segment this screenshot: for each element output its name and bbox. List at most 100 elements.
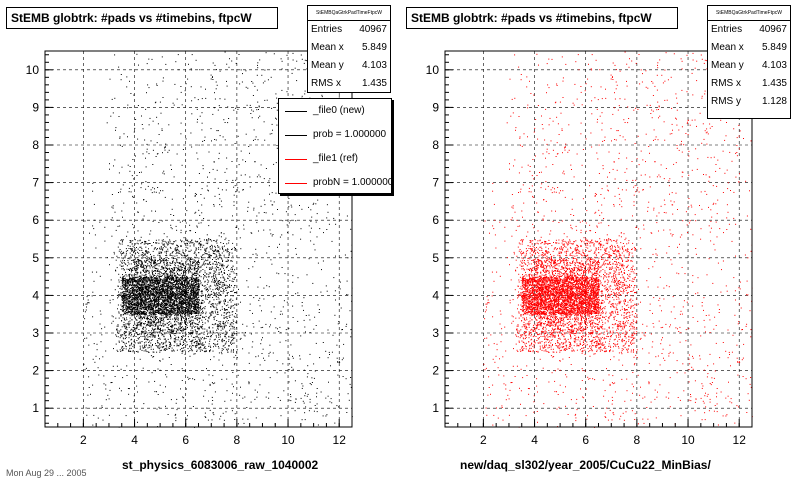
left-point: [139, 341, 141, 343]
left-point: [125, 286, 127, 287]
left-point: [219, 302, 221, 304]
left-point: [135, 336, 137, 337]
left-point: [168, 315, 170, 317]
left-point: [148, 291, 150, 292]
left-point: [134, 306, 136, 308]
left-point: [144, 276, 146, 278]
left-point: [189, 298, 191, 300]
left-point: [203, 301, 205, 303]
left-point: [168, 308, 170, 310]
left-point: [133, 341, 135, 343]
left-point: [186, 294, 188, 296]
left-point: [180, 266, 182, 268]
left-point: [137, 251, 138, 253]
left-point: [144, 345, 145, 347]
left-point: [130, 284, 132, 286]
left-point: [207, 281, 209, 283]
left-point: [147, 298, 149, 300]
left-point: [211, 266, 213, 268]
left-point: [139, 240, 141, 242]
left-point: [170, 286, 172, 288]
left-point: [190, 335, 192, 337]
left-point: [232, 323, 234, 325]
left-point: [198, 285, 200, 287]
left-point: [151, 288, 153, 290]
left-point: [181, 327, 182, 329]
left-point: [185, 311, 187, 313]
left-point: [182, 298, 184, 299]
left-point: [126, 294, 128, 296]
left-point: [154, 282, 156, 283]
left-point: [185, 296, 187, 297]
left-point: [193, 304, 195, 306]
left-point: [185, 296, 187, 298]
left-point: [223, 317, 225, 319]
left-point: [169, 253, 171, 255]
left-point: [188, 282, 190, 284]
left-point: [132, 305, 134, 307]
left-point: [152, 289, 154, 291]
left-point: [195, 263, 196, 265]
left-point: [163, 279, 165, 281]
left-point: [163, 338, 165, 340]
left-point: [226, 309, 228, 311]
left-point: [210, 272, 212, 274]
left-point: [148, 330, 150, 331]
left-point: [147, 277, 149, 279]
left-point: [219, 254, 221, 255]
left-point: [200, 246, 202, 248]
left-point: [209, 330, 211, 332]
left-point: [181, 336, 183, 338]
left-point: [137, 311, 139, 313]
left-point: [186, 296, 188, 298]
left-point: [157, 274, 159, 276]
left-point: [219, 309, 221, 311]
left-point: [161, 317, 163, 319]
left-point: [123, 313, 125, 315]
left-point: [124, 295, 126, 297]
left-point: [185, 292, 187, 294]
left-point: [169, 294, 171, 296]
left-point: [128, 283, 130, 285]
left-point: [132, 307, 134, 309]
left-point: [172, 308, 174, 310]
left-point: [159, 303, 161, 305]
left-point: [176, 313, 178, 315]
left-point: [232, 335, 234, 337]
left-point: [175, 247, 177, 249]
left-point: [209, 345, 211, 347]
left-point: [145, 328, 147, 330]
left-point: [124, 327, 126, 329]
left-point: [151, 289, 153, 291]
left-point: [124, 284, 126, 286]
left-point: [149, 282, 151, 284]
left-point: [214, 246, 216, 248]
left-point: [166, 326, 168, 328]
left-point: [222, 292, 224, 294]
left-point: [182, 344, 184, 345]
left-point: [178, 309, 179, 311]
left-point: [128, 293, 130, 295]
left-point: [216, 294, 218, 296]
left-point: [185, 277, 187, 279]
left-point: [136, 299, 138, 301]
left-point: [154, 300, 156, 302]
left-point: [162, 248, 164, 250]
left-point: [175, 299, 177, 301]
left-point: [140, 296, 141, 297]
left-point: [202, 344, 204, 346]
left-point: [160, 280, 162, 281]
left-point: [132, 309, 134, 310]
left-point: [197, 327, 198, 329]
left-point: [131, 313, 133, 315]
left-point: [137, 294, 139, 296]
left-point: [190, 333, 192, 334]
left-point: [182, 316, 184, 318]
left-point: [137, 350, 139, 352]
left-point: [179, 302, 181, 304]
left-point: [146, 338, 148, 340]
left-point: [215, 254, 217, 256]
left-point: [149, 303, 151, 305]
left-point: [150, 314, 152, 316]
left-point: [131, 311, 133, 313]
